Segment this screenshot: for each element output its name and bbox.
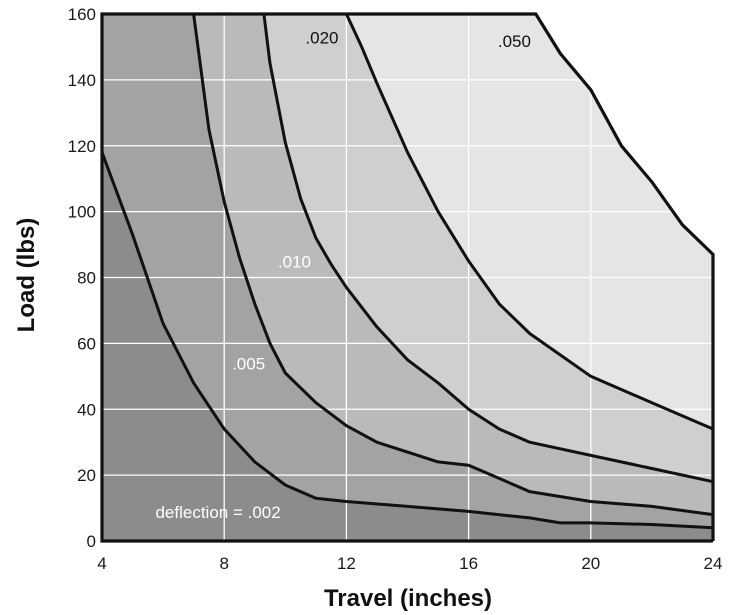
y-tick-label: 100 xyxy=(68,203,96,222)
contour-line-3 xyxy=(262,13,714,484)
y-tick-label: 80 xyxy=(77,269,96,288)
y-tick-label: 0 xyxy=(87,532,96,551)
x-tick-label: 4 xyxy=(97,554,106,573)
contour-line-1 xyxy=(100,151,714,530)
x-tick-labels: 4 8 12 16 20 24 xyxy=(97,554,722,573)
x-tick-label: 12 xyxy=(337,554,356,573)
y-tick-labels: 0 20 40 60 80 100 120 140 160 xyxy=(68,5,96,551)
contour-line-4 xyxy=(345,13,714,431)
out-of-range-mask xyxy=(535,14,713,255)
contour-label: .005 xyxy=(232,355,265,374)
x-tick-label: 20 xyxy=(581,554,600,573)
contour-label: .020 xyxy=(305,29,338,48)
y-tick-label: 60 xyxy=(77,334,96,353)
grid-lines xyxy=(102,14,713,541)
y-tick-label: 120 xyxy=(68,137,96,156)
contour-labels: deflection = .002 .005 .010 .020 .050 xyxy=(155,29,530,522)
contour-label: .050 xyxy=(498,32,531,51)
y-axis-title: Load (lbs) xyxy=(13,218,40,333)
x-tick-label: 24 xyxy=(704,554,723,573)
y-tick-label: 20 xyxy=(77,466,96,485)
contour-label: deflection = .002 xyxy=(155,503,280,522)
plot-boundary xyxy=(100,12,715,543)
x-axis-title: Travel (inches) xyxy=(324,585,492,612)
y-tick-label: 160 xyxy=(68,5,96,24)
y-tick-label: 40 xyxy=(77,400,96,419)
x-tick-label: 16 xyxy=(459,554,478,573)
contour-lines xyxy=(100,12,715,543)
y-tick-label: 140 xyxy=(68,71,96,90)
contour-line-2 xyxy=(192,13,714,517)
band-050 xyxy=(346,14,713,429)
x-tick-label: 8 xyxy=(219,554,228,573)
contour-label: .010 xyxy=(278,253,311,272)
